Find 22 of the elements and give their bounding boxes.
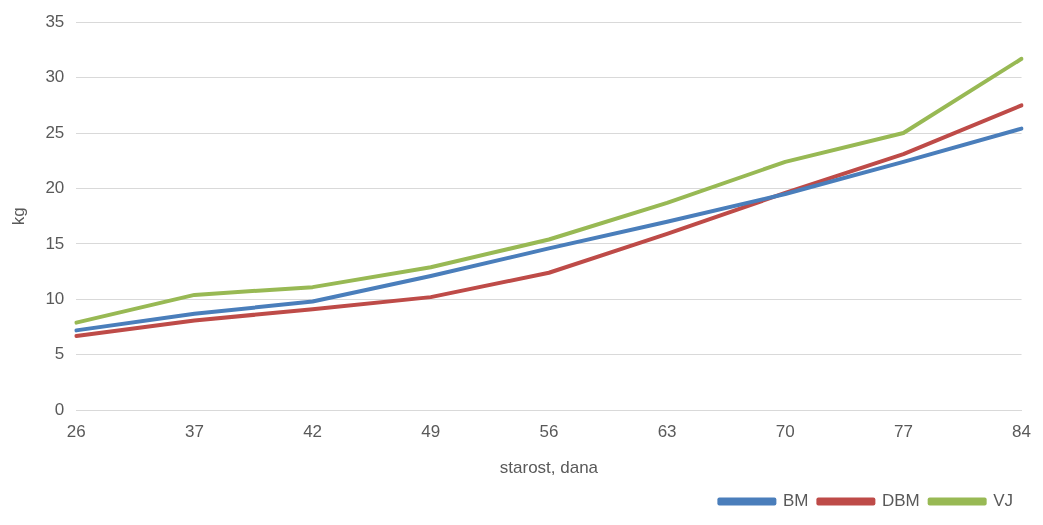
x-tick-label: 37	[185, 422, 204, 442]
x-tick-label: 49	[421, 422, 441, 442]
legend-label: DBM	[881, 491, 920, 511]
legend-label: VJ	[993, 491, 1013, 511]
y-tick-label: 15	[45, 233, 65, 253]
x-tick-label: 70	[775, 422, 795, 442]
x-tick-label: 77	[893, 422, 913, 442]
y-tick-label: 30	[45, 67, 65, 87]
y-tick-label: 0	[54, 399, 65, 419]
y-axis-title: kg	[8, 207, 28, 226]
x-axis-title: starost, dana	[499, 458, 599, 478]
x-tick-label: 84	[1012, 422, 1032, 442]
y-tick-label: 20	[45, 178, 65, 198]
y-tick-label: 5	[54, 344, 65, 364]
y-tick-label: 35	[45, 11, 65, 31]
x-tick-label: 63	[657, 422, 677, 442]
x-tick-label: 26	[66, 422, 86, 442]
y-tick-label: 10	[45, 289, 65, 309]
x-tick-label: 56	[539, 422, 559, 442]
y-tick-label: 25	[45, 122, 65, 142]
legend-label: BM	[782, 491, 809, 511]
x-tick-label: 42	[303, 422, 323, 442]
